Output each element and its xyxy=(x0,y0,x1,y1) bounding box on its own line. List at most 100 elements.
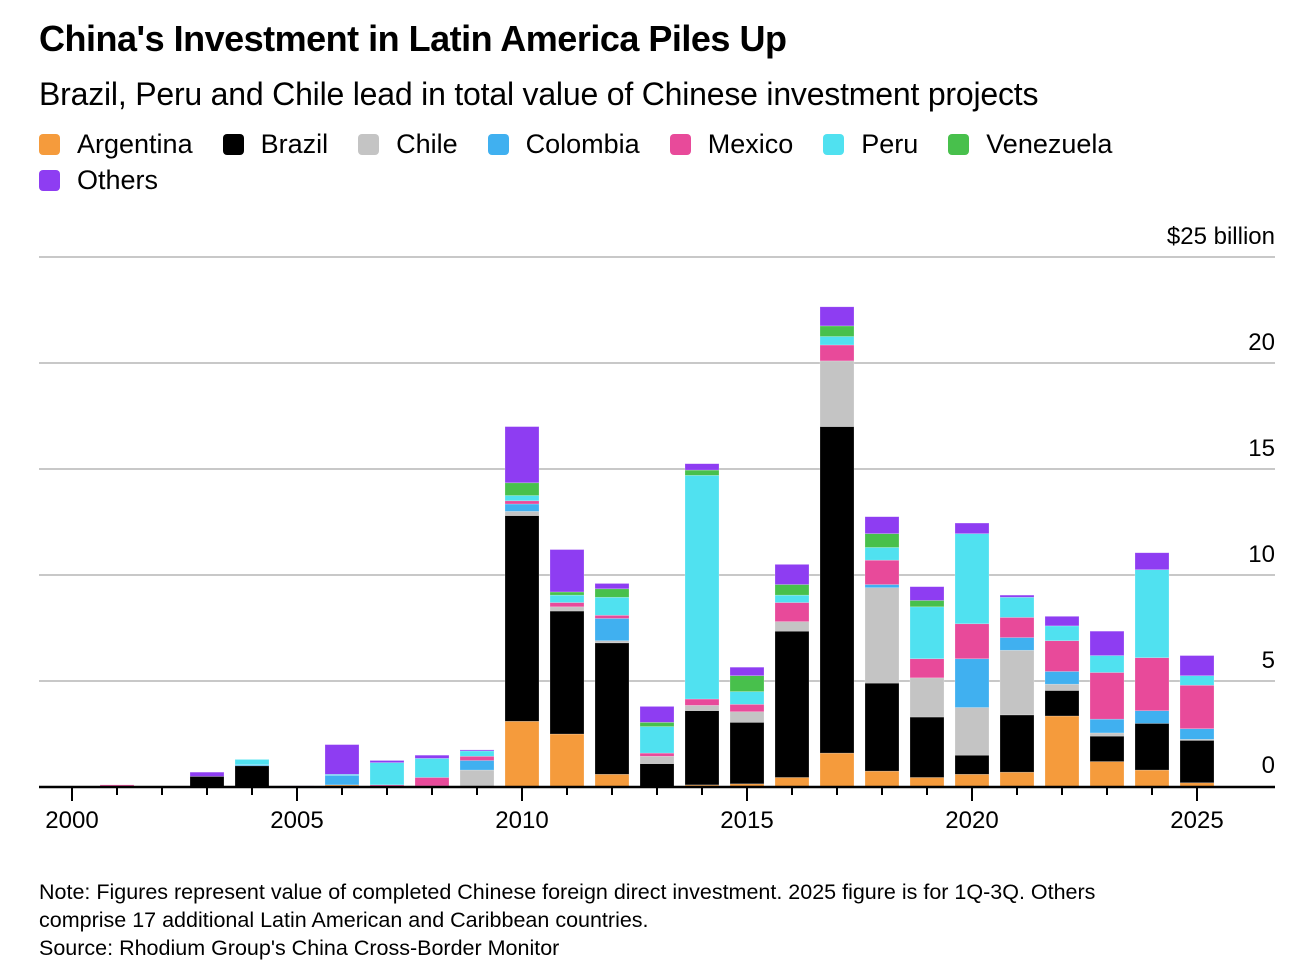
bar-2012 xyxy=(594,583,630,788)
bar-2009 xyxy=(459,749,495,788)
gridlines xyxy=(39,256,1275,682)
x-tick-label: 2020 xyxy=(945,807,998,834)
bar-segment-peru-2020 xyxy=(954,533,990,625)
bar-segment-brazil-2022 xyxy=(1044,690,1080,717)
bar-2016 xyxy=(774,564,810,788)
bar-segment-others-2020 xyxy=(954,522,990,534)
bar-segment-brazil-2004 xyxy=(234,765,270,788)
bar-segment-mexico-2018 xyxy=(864,559,900,585)
bar-segment-colombia-2024 xyxy=(1134,710,1170,724)
bar-segment-others-2023 xyxy=(1089,630,1125,656)
legend-item-colombia: Colombia xyxy=(487,129,640,159)
bar-segment-peru-2015 xyxy=(729,691,765,705)
bar-segment-chile-2018 xyxy=(864,587,900,684)
bar-2004 xyxy=(234,759,270,788)
bar-segment-brazil-2011 xyxy=(549,610,585,735)
legend-item-peru: Peru xyxy=(823,128,919,159)
bar-segment-argentina-2018 xyxy=(864,770,900,788)
chart-title: China's Investment in Latin America Pile… xyxy=(39,18,787,59)
bar-segment-brazil-2024 xyxy=(1134,723,1170,771)
bar-segment-chile-2022 xyxy=(1044,683,1080,691)
legend-swatch-peru xyxy=(823,133,845,155)
bar-segment-venezuela-2013 xyxy=(639,722,675,727)
bar-2020 xyxy=(954,522,990,788)
bar-segment-mexico-2023 xyxy=(1089,672,1125,720)
bar-segment-mexico-2020 xyxy=(954,623,990,660)
legend-label: Peru xyxy=(861,128,919,159)
bar-segment-others-2024 xyxy=(1134,552,1170,570)
bar-segment-mexico-2013 xyxy=(639,752,675,757)
bar-segment-brazil-2017 xyxy=(819,426,855,754)
bar-2021 xyxy=(999,594,1035,788)
x-axis: 2000 2005 2010 2015 2020 2025 xyxy=(39,785,1275,834)
legend-label: Argentina xyxy=(77,128,193,159)
bar-segment-others-2013 xyxy=(639,706,675,723)
bar-segment-others-2021 xyxy=(999,594,1035,598)
bar-segment-argentina-2016 xyxy=(774,777,810,788)
legend-item-venezuela: Venezuela xyxy=(948,129,1112,159)
bar-segment-others-2010 xyxy=(504,426,540,484)
bar-2011 xyxy=(549,549,585,788)
bar-2019 xyxy=(909,586,945,788)
bar-segment-colombia-2020 xyxy=(954,658,990,708)
bar-segment-colombia-2021 xyxy=(999,637,1035,651)
bar-segment-peru-2011 xyxy=(549,594,585,603)
bar-segment-peru-2006 xyxy=(324,773,360,776)
bar-segment-others-2022 xyxy=(1044,616,1080,627)
x-tick-label: 2010 xyxy=(495,807,548,834)
bar-segment-venezuela-2014 xyxy=(684,469,720,476)
bar-segment-argentina-2021 xyxy=(999,771,1035,788)
bar-segment-brazil-2023 xyxy=(1089,735,1125,762)
bar-segment-mexico-2017 xyxy=(819,344,855,362)
bar-segment-others-2008 xyxy=(414,754,450,759)
bar-segment-argentina-2020 xyxy=(954,773,990,788)
bar-segment-argentina-2017 xyxy=(819,752,855,788)
bar-segment-peru-2024 xyxy=(1134,569,1170,658)
bar-segment-peru-2007 xyxy=(369,762,405,786)
bar-segment-venezuela-2015 xyxy=(729,675,765,692)
bar-segment-venezuela-2018 xyxy=(864,533,900,548)
bar-segment-chile-2020 xyxy=(954,707,990,756)
bar-segment-chile-2023 xyxy=(1089,732,1125,737)
note-line-1: Note: Figures represent value of complet… xyxy=(39,880,1096,904)
bar-segment-brazil-2014 xyxy=(684,710,720,786)
x-tick-label: 2000 xyxy=(45,807,98,834)
bar-segment-others-2017 xyxy=(819,306,855,327)
bar-segment-peru-2023 xyxy=(1089,655,1125,673)
bar-segment-chile-2015 xyxy=(729,711,765,723)
bar-segment-colombia-2018 xyxy=(864,584,900,589)
bar-2008 xyxy=(414,754,450,788)
bar-segment-colombia-2010 xyxy=(504,503,540,512)
bar-segment-others-2006 xyxy=(324,744,360,775)
x-tick-label: 2025 xyxy=(1170,807,1223,834)
legend-swatch-colombia xyxy=(487,133,509,155)
bar-segment-peru-2022 xyxy=(1044,625,1080,642)
bar-segment-chile-2010 xyxy=(504,511,540,516)
x-tick-label: 2015 xyxy=(720,807,773,834)
bar-2015 xyxy=(729,666,765,788)
bar-segment-brazil-2013 xyxy=(639,763,675,788)
bar-segment-chile-2014 xyxy=(684,705,720,711)
legend-swatch-mexico xyxy=(669,133,691,155)
bar-segment-chile-2021 xyxy=(999,649,1035,716)
bar-segment-others-2009 xyxy=(459,749,495,752)
bar-segment-mexico-2024 xyxy=(1134,657,1170,711)
bar-segment-argentina-2019 xyxy=(909,777,945,788)
bar-segment-argentina-2011 xyxy=(549,733,585,788)
bar-segment-chile-2016 xyxy=(774,621,810,632)
bar-segment-brazil-2012 xyxy=(594,642,630,775)
y-tick-label: $25 billion xyxy=(1167,223,1275,250)
bar-segment-mexico-2016 xyxy=(774,602,810,622)
bar-segment-others-2016 xyxy=(774,564,810,585)
bar-2025 xyxy=(1179,655,1215,788)
bar-2010 xyxy=(504,426,540,788)
bar-segment-peru-2010 xyxy=(504,495,540,502)
bar-segment-colombia-2023 xyxy=(1089,718,1125,734)
bar-segment-colombia-2025 xyxy=(1179,728,1215,740)
bar-segment-others-2007 xyxy=(369,760,405,763)
legend-label: Chile xyxy=(396,128,458,159)
bar-segment-argentina-2022 xyxy=(1044,715,1080,788)
bar-2017 xyxy=(819,306,855,788)
y-tick-label: 15 xyxy=(1248,435,1275,462)
bar-segment-chile-2017 xyxy=(819,360,855,427)
